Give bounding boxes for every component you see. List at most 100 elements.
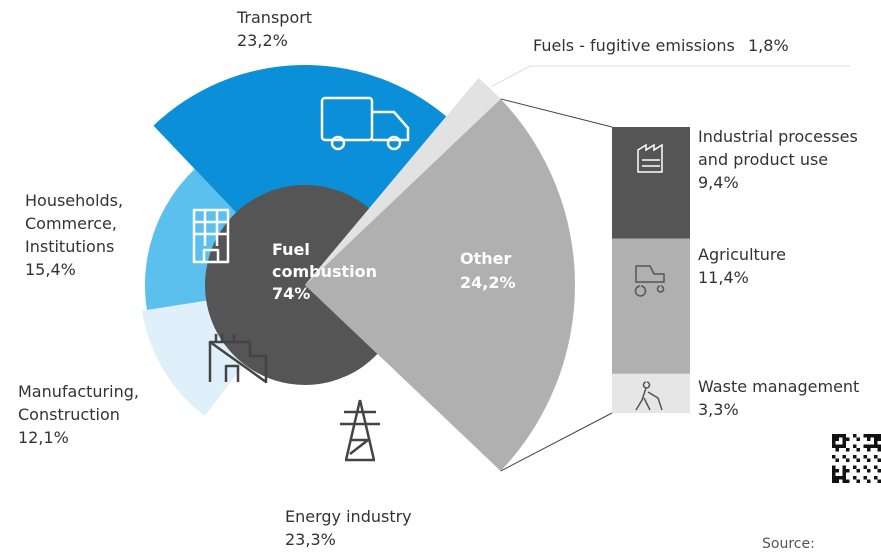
pie-label: Fuels - fugitive emissions xyxy=(533,36,735,55)
bar-value-label: 11,4% xyxy=(698,268,749,287)
qr-cell xyxy=(867,469,871,473)
qr-cell xyxy=(874,455,878,459)
ring-value-label: 12,1% xyxy=(18,428,69,447)
qr-cell xyxy=(842,476,846,480)
bar-value-label: 3,3% xyxy=(698,400,739,419)
qr-cell xyxy=(874,465,878,469)
qr-cell xyxy=(863,455,867,459)
qr-cell xyxy=(846,437,850,441)
icon-part xyxy=(208,334,268,384)
qr-cell xyxy=(846,479,850,483)
qr-cell xyxy=(842,479,846,483)
qr-cell xyxy=(846,458,850,462)
qr-cell xyxy=(835,444,839,448)
icon-part xyxy=(634,265,665,297)
bar-label: Industrial processes and product use xyxy=(698,127,858,169)
qr-cell xyxy=(856,469,860,473)
qr-cell xyxy=(877,469,881,473)
qr-cell xyxy=(867,437,871,441)
factory-icon xyxy=(208,334,268,384)
qr-cell xyxy=(874,434,878,438)
qr-cell xyxy=(863,476,867,480)
qr-cell xyxy=(835,437,839,441)
qr-cell xyxy=(835,479,839,483)
icon-part xyxy=(635,381,663,411)
qr-cell xyxy=(839,476,843,480)
qr-cell xyxy=(877,458,881,462)
leader-line xyxy=(490,65,850,88)
qr-cell xyxy=(832,455,836,459)
qr-cell xyxy=(832,441,836,445)
ring-segment xyxy=(142,299,248,417)
qr-cell xyxy=(842,444,846,448)
qr-cell xyxy=(874,444,878,448)
qr-cell xyxy=(835,448,839,452)
qr-cell xyxy=(867,479,871,483)
pie-label: Other xyxy=(460,249,512,268)
qr-cell xyxy=(842,434,846,438)
qr-cell xyxy=(863,434,867,438)
icon-part xyxy=(194,210,228,262)
ring-value-label: 23,2% xyxy=(237,31,288,50)
ring-label: Energy industry xyxy=(285,507,412,526)
qr-cell xyxy=(835,469,839,473)
icon-part xyxy=(330,135,346,151)
qr-cell xyxy=(842,437,846,441)
qr-cell xyxy=(856,448,860,452)
qr-cell xyxy=(846,469,850,473)
qr-cell xyxy=(877,437,881,441)
connector-line xyxy=(500,98,613,128)
qr-cell xyxy=(853,455,857,459)
qr-cell xyxy=(874,476,878,480)
bar-value-label: 9,4% xyxy=(698,173,739,192)
pie-label: Fuel combustion xyxy=(272,240,378,281)
icon-part xyxy=(637,143,663,173)
qr-cell xyxy=(870,434,874,438)
pie-value-label: 1,8% xyxy=(748,36,789,55)
stacked-bar xyxy=(612,127,690,239)
qr-cell xyxy=(842,441,846,445)
ring-label: Households, Commerce, Institutions xyxy=(25,191,124,256)
pylon-icon xyxy=(340,399,380,462)
qr-cell xyxy=(877,479,881,483)
bar-label: Agriculture xyxy=(698,245,786,264)
source-label: Source: xyxy=(762,536,815,552)
qr-cell xyxy=(832,444,836,448)
qr-cell xyxy=(839,444,843,448)
qr-cell xyxy=(853,444,857,448)
qr-cell xyxy=(842,455,846,459)
icon-part xyxy=(192,208,230,264)
qr-cell xyxy=(867,434,871,438)
qr-cell xyxy=(839,434,843,438)
qr-code xyxy=(832,434,881,483)
ring-value-label: 23,3% xyxy=(285,530,336,549)
qr-cell xyxy=(877,444,881,448)
qr-cell xyxy=(856,458,860,462)
qr-cell xyxy=(863,465,867,469)
qr-cell xyxy=(877,434,881,438)
pie-value-label: 24,2% xyxy=(460,273,516,292)
icon-part xyxy=(372,110,410,142)
qr-cell xyxy=(842,465,846,469)
qr-cell xyxy=(832,437,836,441)
truck-icon xyxy=(320,96,410,151)
qr-cell xyxy=(835,434,839,438)
qr-cell xyxy=(867,448,871,452)
connector-line xyxy=(500,412,613,472)
ring-value-label: 15,4% xyxy=(25,260,76,279)
qr-cell xyxy=(846,448,850,452)
icon-part xyxy=(386,135,402,151)
qr-cell xyxy=(867,444,871,448)
qr-cell xyxy=(832,469,836,473)
qr-cell xyxy=(874,441,878,445)
qr-cell xyxy=(856,437,860,441)
qr-cell xyxy=(842,472,846,476)
building-icon xyxy=(192,208,230,264)
ring-segment xyxy=(145,169,240,311)
qr-cell xyxy=(832,476,836,480)
qr-cell xyxy=(832,479,836,483)
qr-cell xyxy=(870,444,874,448)
pie-segment xyxy=(305,78,501,285)
